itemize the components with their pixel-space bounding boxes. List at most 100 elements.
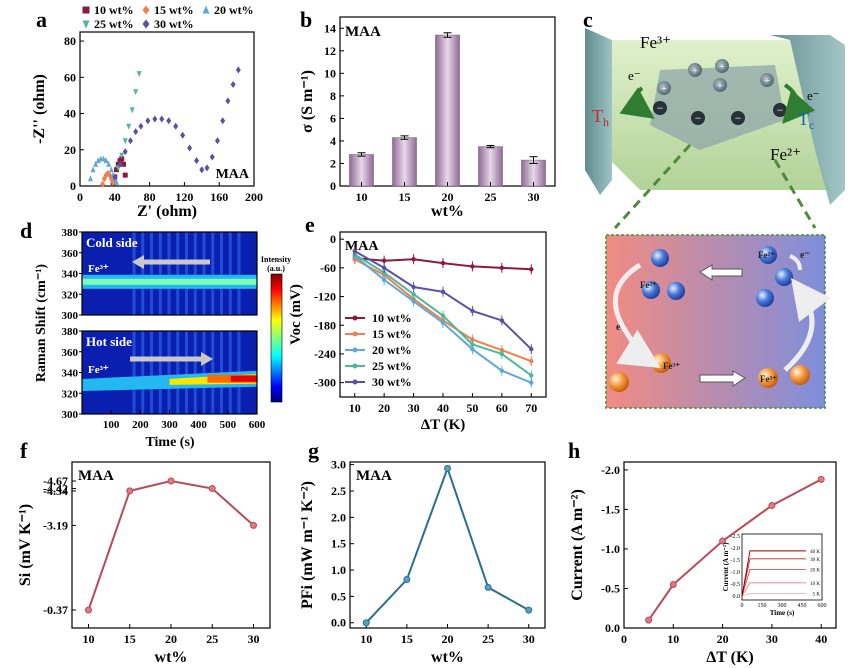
x-tick-label: 600 — [249, 419, 266, 431]
hot-side-heatmap: 300 320 340 360 380 Hot side Fe³⁺ — [62, 326, 258, 421]
x-tick-label: 80 — [144, 190, 156, 204]
ion-positive — [713, 78, 727, 92]
data-point — [138, 122, 144, 130]
y-tick-label: 0.5 — [331, 589, 346, 603]
fe2-ion — [756, 289, 774, 307]
inset-arrow-top-head — [699, 264, 743, 281]
data-point — [122, 138, 128, 145]
x-tick-label: 30 — [766, 632, 778, 646]
x-tick-label: 25 — [485, 190, 497, 204]
heatmap-time-slice — [228, 232, 232, 315]
inset-current-trace — [741, 550, 806, 597]
heatmap-time-slice — [150, 331, 153, 414]
x-tick-label: 10 — [667, 632, 679, 646]
x-tick-label: 20 — [442, 632, 454, 646]
x-tick-label: 10 — [83, 632, 95, 646]
fe3-ion — [609, 372, 629, 392]
y-tick-label: -1.0 — [601, 542, 620, 556]
x-tick-label: 30 — [523, 632, 535, 646]
y-tick-label: 340 — [62, 368, 79, 380]
series-line — [87, 479, 255, 611]
data-point — [381, 277, 387, 283]
y-axis-title: Raman Shift (cm⁻¹) — [34, 264, 49, 382]
x-tick-label: 25 — [206, 632, 218, 646]
fe2-ion — [775, 268, 793, 286]
data-point — [93, 160, 99, 167]
cold-side-heatmap: 300 320 340 360 380 Cold side Fe³⁺ — [62, 227, 258, 322]
data-point — [381, 258, 387, 263]
panel-letter-a: a — [36, 7, 47, 32]
y-tick-label: 80 — [64, 34, 76, 48]
label-e-right: e⁻ — [807, 88, 820, 103]
plus-sign: + — [764, 75, 770, 87]
data-point — [106, 160, 112, 167]
plus-sign: + — [692, 65, 698, 77]
y-tick-label: -180 — [314, 318, 336, 332]
data-point — [411, 257, 416, 262]
x-axis-title: Time (s) — [145, 435, 194, 450]
data-point — [440, 260, 446, 266]
data-point — [470, 264, 475, 269]
ion-negative — [691, 111, 705, 125]
data-point — [484, 583, 492, 591]
inset-y-tick-label: -1.0 — [731, 570, 741, 576]
data-point — [381, 265, 387, 271]
y-tick-label: 12 — [324, 44, 336, 58]
fe2-ion — [759, 246, 777, 264]
y-tick-label: 0 — [70, 179, 76, 193]
inset-legend-label: 30 K — [810, 558, 820, 563]
inset-legend-label: 40 K — [810, 550, 820, 555]
inset-label-fe2-right: Fe²⁺ — [758, 250, 775, 260]
y-tick-label: 1.5 — [331, 537, 346, 551]
legend-label: 20 wt% — [214, 3, 254, 17]
data-point — [230, 81, 236, 89]
hot-plate — [585, 28, 612, 195]
x-tick-label: 20 — [165, 632, 177, 646]
heatmap-time-slice — [193, 232, 197, 315]
data-point — [194, 157, 200, 165]
data-point — [100, 155, 106, 162]
panel-d-raman-heatmaps: 300 320 340 360 380 Cold side Fe³⁺ 300 320 340 360… — [34, 227, 291, 450]
data-point — [199, 166, 205, 174]
data-point — [209, 153, 215, 161]
data-point — [103, 157, 109, 164]
panel-letter-c: c — [583, 7, 593, 32]
data-point — [126, 487, 134, 495]
ion-negative — [653, 101, 667, 115]
heatmap-time-slice — [176, 331, 180, 414]
y-tick-label: 2.0 — [331, 510, 346, 524]
plot-frame — [623, 461, 837, 629]
heatmap-arrow-head — [132, 255, 144, 269]
legend-marker — [352, 363, 358, 369]
heatmap-time-slice — [158, 331, 162, 414]
y-tick-label: -4.42 — [43, 482, 68, 496]
y-axis-title: Current (A m⁻²) — [569, 489, 586, 601]
panel-letter-e: e — [305, 212, 315, 237]
data-point — [187, 144, 193, 152]
y-tick-label: 300 — [62, 409, 79, 421]
data-point — [411, 299, 416, 304]
heatmap-time-slice — [141, 232, 145, 315]
electrolyte-block — [650, 65, 785, 150]
y-tick-label: 360 — [62, 248, 79, 260]
data-point — [152, 115, 158, 123]
heatmap-time-slice — [237, 232, 241, 315]
y-tick-label: -0.5 — [601, 581, 620, 595]
y-axis-title: -Z'' (ohm) — [31, 74, 48, 144]
data-point — [444, 464, 451, 472]
data-point — [82, 6, 90, 14]
plus-sign: + — [717, 80, 723, 92]
inset-x-tick-label: 450 — [798, 603, 807, 609]
series-line — [365, 465, 530, 624]
data-point — [440, 320, 446, 326]
data-point — [208, 485, 216, 492]
data-point — [133, 128, 139, 136]
data-point — [525, 606, 533, 614]
inset-frame — [741, 533, 823, 601]
y-tick-label: 340 — [62, 269, 79, 281]
inset-y-tick-label: 0.0 — [733, 594, 741, 600]
y-tick-label: 14 — [324, 21, 336, 35]
inset-arrow-bottom-head — [699, 370, 746, 387]
plus-sign: + — [661, 83, 667, 95]
legend-label: 20 wt% — [372, 343, 412, 357]
